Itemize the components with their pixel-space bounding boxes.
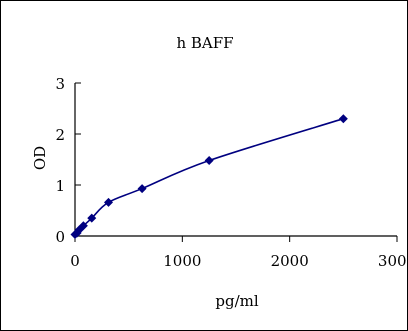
y-tick-label: 1 xyxy=(55,177,65,195)
y-tick-label: 3 xyxy=(55,75,65,93)
series-group xyxy=(70,114,348,239)
axes xyxy=(74,82,398,242)
data-point-marker xyxy=(204,156,214,166)
y-tick-label: 0 xyxy=(55,228,65,246)
x-tick-label: 3000 xyxy=(378,252,408,270)
x-tick-label: 2000 xyxy=(271,252,309,270)
y-axis-label: OD xyxy=(31,146,49,170)
y-tick-label: 2 xyxy=(55,126,65,144)
data-point-marker xyxy=(103,197,113,207)
data-point-marker xyxy=(137,184,147,194)
x-axis-label: pg/ml xyxy=(215,292,258,310)
tick-labels: 0 1 2 3 0 1000 2000 3000 xyxy=(55,75,408,270)
chart-title: h BAFF xyxy=(176,34,233,52)
data-point-marker xyxy=(78,221,88,231)
x-tick-label: 1000 xyxy=(163,252,201,270)
data-point-marker xyxy=(87,213,97,223)
data-point-marker xyxy=(338,114,348,124)
x-tick-label: 0 xyxy=(70,252,80,270)
